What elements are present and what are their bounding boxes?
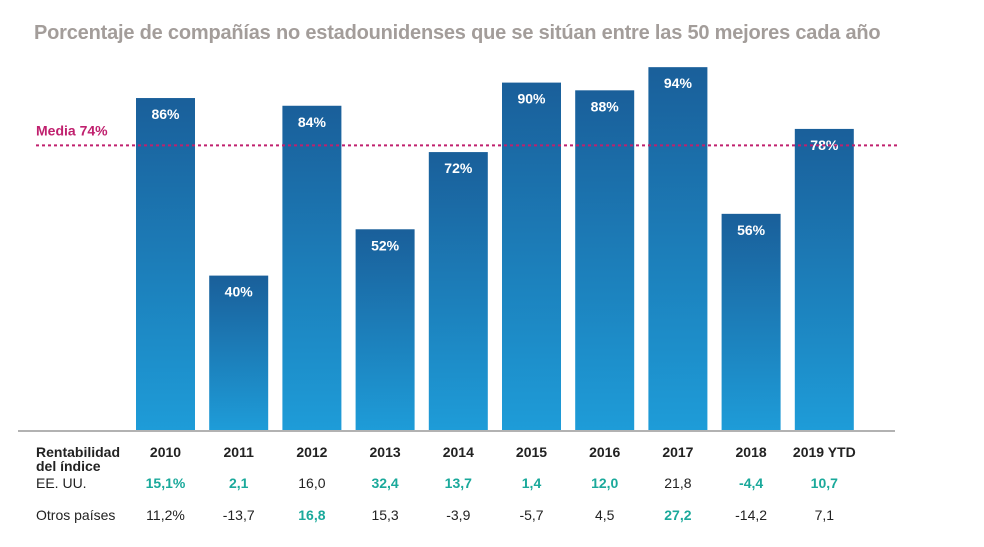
data-label: 56% (737, 222, 766, 238)
table-cell: 32,4 (371, 475, 399, 491)
data-label: 40% (225, 284, 254, 300)
data-label: 94% (664, 75, 693, 91)
table-cell: 15,3 (371, 507, 399, 523)
x-tick-label: 2014 (442, 444, 474, 460)
x-tick-label: 2016 (589, 444, 621, 460)
bar-2014 (428, 152, 488, 430)
row-label: Otros países (36, 507, 116, 523)
table-cell: -14,2 (735, 507, 768, 523)
table-cell: 2,1 (228, 475, 249, 491)
table-cell: 4,5 (594, 507, 615, 523)
table-cell: 1,4 (521, 475, 542, 491)
bar-2015 (502, 82, 561, 430)
table-cell: 16,8 (298, 507, 326, 523)
data-label: 52% (371, 237, 400, 253)
row-label: EE. UU. (36, 475, 87, 491)
bar-2018 (721, 213, 781, 430)
x-tick-label: 2015 (515, 444, 548, 460)
table-cell: 10,7 (810, 475, 838, 491)
bar-2017 (648, 67, 708, 430)
table-cell: -5,7 (519, 507, 544, 523)
x-tick-label: 2013 (369, 444, 401, 460)
header-line-2: del índice (36, 458, 101, 474)
table-cell: 13,7 (444, 475, 472, 491)
x-tick-label: 2010 (149, 444, 182, 460)
x-tick-label: 2019 YTD (792, 444, 856, 460)
table-cell: 21,8 (664, 475, 692, 491)
data-label: 88% (591, 98, 620, 114)
table-cell: 7,1 (814, 507, 835, 523)
x-tick-label: 2012 (296, 444, 328, 460)
x-tick-label: 2011 (223, 444, 254, 460)
x-tick-label: 2018 (735, 444, 767, 460)
table-cell: 11,2% (146, 507, 185, 523)
table-cell: 27,2 (664, 507, 692, 523)
x-tick-label: 2017 (662, 444, 694, 460)
bar-2016 (575, 90, 635, 430)
data-label: 86% (151, 106, 180, 122)
data-label: 72% (444, 160, 473, 176)
table-cell: -4,4 (739, 475, 764, 491)
bar-2010 (136, 98, 195, 430)
data-label: 90% (517, 91, 546, 107)
table-cell: -13,7 (222, 507, 255, 523)
table-cell: 15,1% (145, 475, 186, 491)
table-cell: 12,0 (591, 475, 619, 491)
data-label: 84% (298, 114, 327, 130)
chart-title: Porcentaje de compañías no estadounidens… (34, 22, 881, 44)
bar-2013 (355, 229, 415, 430)
bar-2011 (209, 275, 269, 430)
bar-2012 (282, 105, 342, 430)
table-cell: 16,0 (298, 475, 326, 491)
mean-label: Media 74% (36, 122, 108, 138)
bar-2019 YTD (794, 128, 854, 431)
header-line-1: Rentabilidad (36, 444, 121, 460)
table-cell: -3,9 (446, 507, 471, 523)
table-header-label: Rentabilidad del índice (36, 445, 120, 473)
